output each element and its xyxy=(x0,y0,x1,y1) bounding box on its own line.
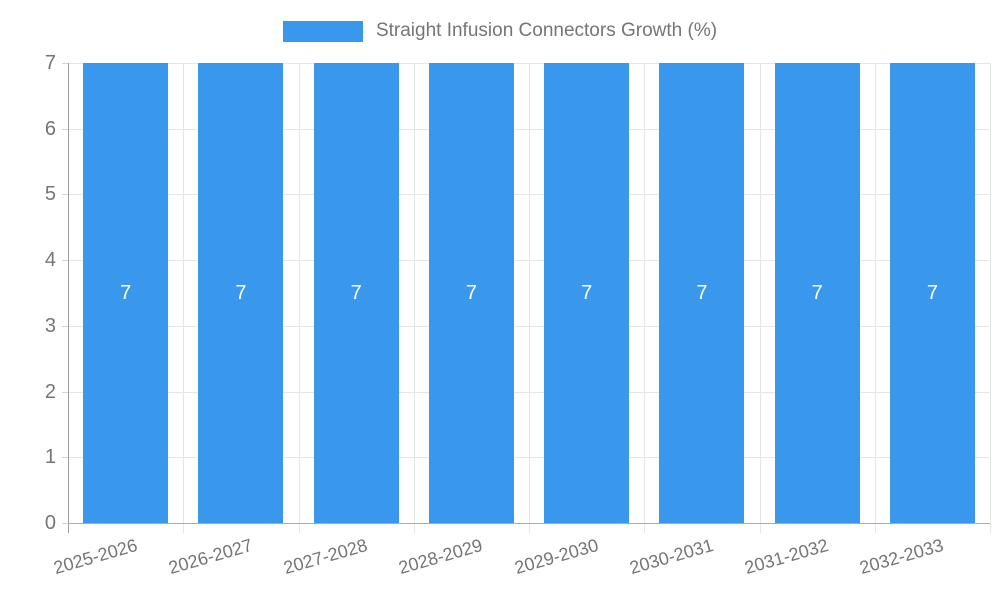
y-tick-mark xyxy=(62,523,68,524)
y-tick-mark xyxy=(62,128,68,130)
v-gridline xyxy=(990,63,991,533)
y-tick-label: 6 xyxy=(44,117,56,140)
y-tick-mark xyxy=(62,391,68,393)
y-tick-mark xyxy=(62,260,68,262)
bar-2027-2028[interactable]: 7 xyxy=(313,63,399,523)
plot-area: 7 7 7 7 7 7 7 7 0 1 2 3 4 5 6 7 2025-2026 2026-2027 2027… xyxy=(45,52,991,578)
x-tick-label: 2028-2029 xyxy=(396,535,485,578)
y-tick-label: 3 xyxy=(44,314,56,337)
y-tick-label: 7 xyxy=(44,52,56,74)
y-tick-label: 5 xyxy=(44,183,56,206)
v-gridline xyxy=(298,63,300,533)
y-tick-mark xyxy=(62,457,68,459)
chart-legend[interactable]: Straight Infusion Connectors Growth (%) xyxy=(0,20,1000,42)
v-gridline xyxy=(413,63,415,533)
bar-2031-2032[interactable]: 7 xyxy=(774,63,860,523)
y-tick-label: 2 xyxy=(44,380,56,403)
legend-swatch-icon xyxy=(282,20,363,42)
bar-2029-2030[interactable]: 7 xyxy=(544,63,630,523)
y-tick-label: 4 xyxy=(44,249,56,272)
bar-value-label: 7 xyxy=(926,281,938,304)
bar-value-label: 7 xyxy=(696,281,708,304)
bar-value-label: 7 xyxy=(235,281,247,304)
x-axis-line xyxy=(68,523,990,524)
v-gridline xyxy=(529,63,530,533)
y-tick-mark xyxy=(62,325,68,327)
bar-value-label: 7 xyxy=(120,281,132,304)
bar-value-label: 7 xyxy=(465,281,477,304)
bar-2030-2031[interactable]: 7 xyxy=(659,63,745,523)
v-gridline xyxy=(644,63,646,533)
y-axis-line xyxy=(68,63,69,533)
bar-2028-2029[interactable]: 7 xyxy=(428,63,514,523)
bar-value-label: 7 xyxy=(581,281,593,304)
bar-value-label: 7 xyxy=(350,281,362,304)
x-tick-label: 2025-2026 xyxy=(50,535,140,578)
bar-2025-2026[interactable]: 7 xyxy=(83,63,169,523)
x-tick-label: 2027-2028 xyxy=(281,535,370,578)
y-tick-label: 1 xyxy=(44,446,56,469)
bar-2026-2027[interactable]: 7 xyxy=(198,63,284,523)
x-tick-label: 2026-2027 xyxy=(166,535,255,578)
v-gridline xyxy=(183,63,185,533)
v-gridline xyxy=(874,63,876,533)
bar-2032-2033[interactable]: 7 xyxy=(889,63,975,523)
y-tick-mark xyxy=(62,194,68,196)
bar-value-label: 7 xyxy=(811,281,823,304)
x-tick-label: 2030-2031 xyxy=(627,535,716,578)
v-gridline xyxy=(759,63,761,533)
legend-label: Straight Infusion Connectors Growth (%) xyxy=(375,20,718,41)
x-tick-label: 2029-2030 xyxy=(511,535,601,578)
y-tick-label: 0 xyxy=(44,512,56,534)
x-tick-label: 2032-2033 xyxy=(857,535,946,578)
x-tick-label: 2031-2032 xyxy=(742,535,831,578)
y-tick-mark xyxy=(62,63,68,64)
